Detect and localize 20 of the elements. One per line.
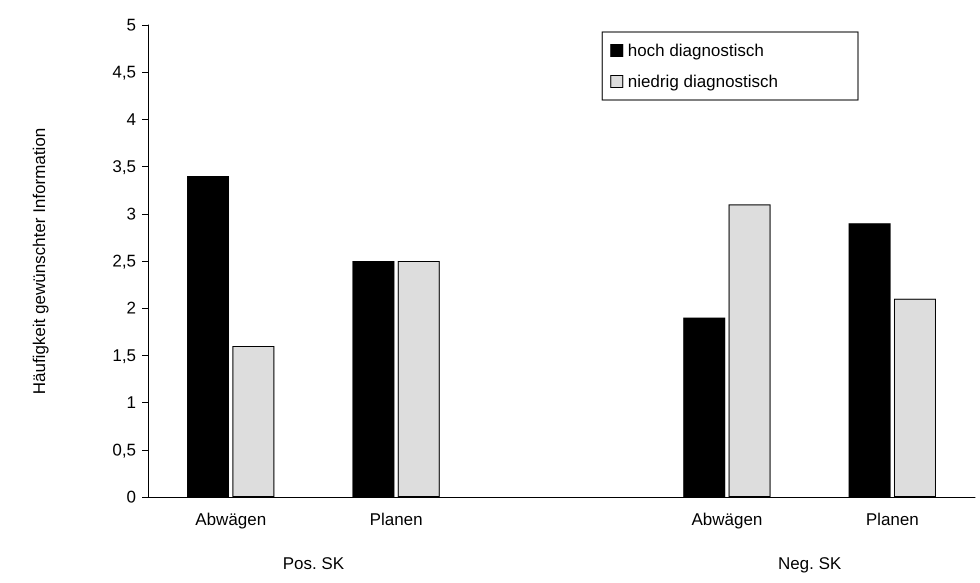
x-tick-label: Abwägen — [195, 510, 266, 529]
x-tick-label: Abwägen — [691, 510, 762, 529]
y-tick-label: 5 — [126, 16, 136, 34]
x-tick-label: Planen — [866, 510, 919, 529]
text: Pos. SK — [282, 554, 345, 573]
y-tick-label: 4,5 — [112, 62, 136, 82]
y-tick-label: 0 — [126, 488, 136, 506]
text: Neg. SK — [778, 554, 842, 573]
y-tick-label: 3 — [126, 204, 136, 224]
y-tick-label: 1 — [126, 393, 136, 412]
y-tick-label: 4 — [126, 110, 136, 129]
x-tick-label: Planen — [370, 510, 423, 529]
y-tick-label: 3,5 — [112, 157, 136, 176]
y-tick-label: 1,5 — [112, 346, 136, 365]
legend-label: niedrig diagnostisch — [628, 72, 778, 91]
legend-label: hoch diagnostisch — [628, 41, 764, 60]
y-tick-label: 2,5 — [112, 252, 136, 270]
y-axis-title: Häufigkeit gewünschter Information — [30, 128, 49, 394]
y-tick-label: 0,5 — [112, 440, 136, 460]
y-tick-label: 2 — [126, 298, 136, 318]
